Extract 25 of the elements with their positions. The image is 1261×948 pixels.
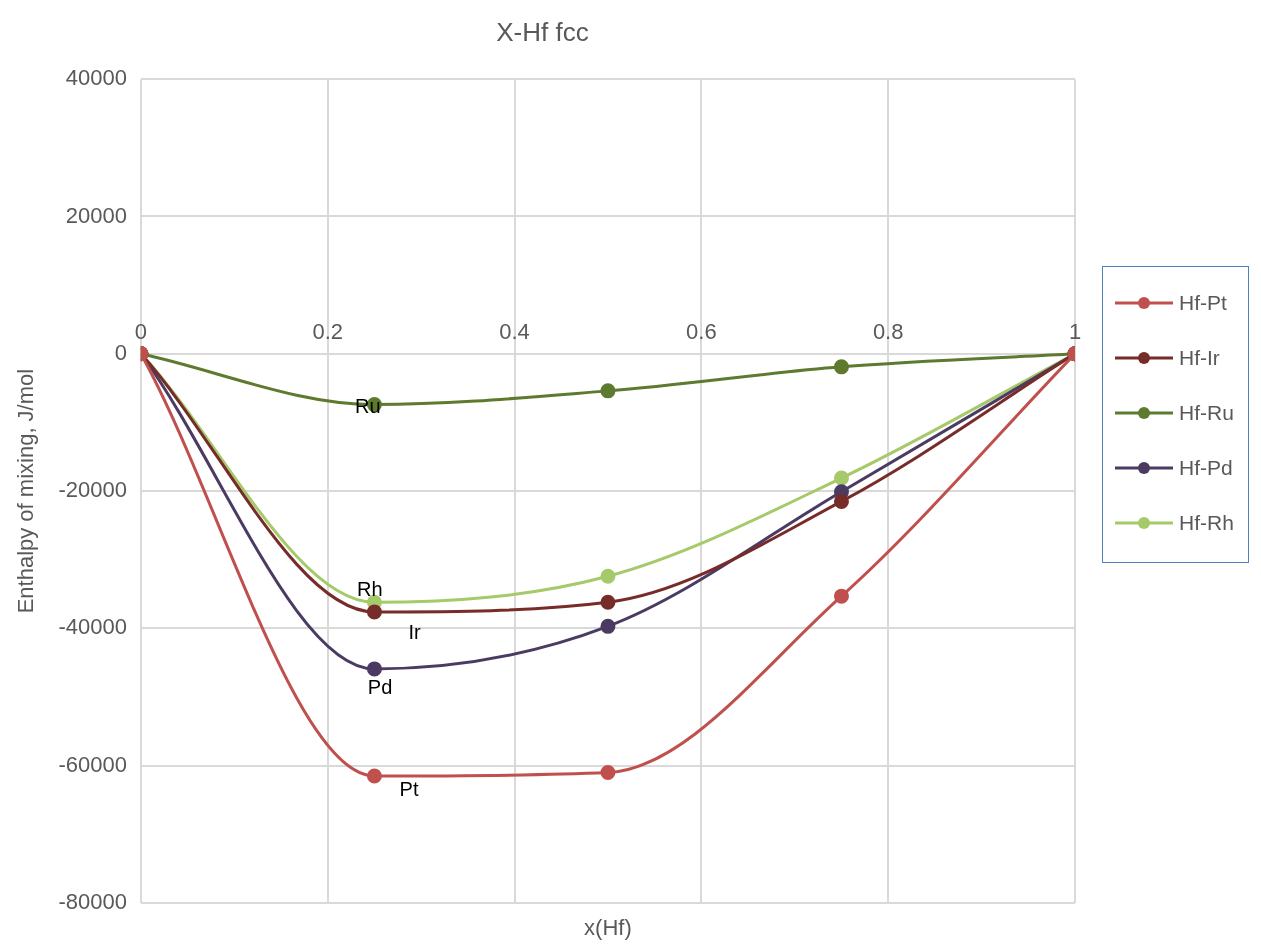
y-tick-label: 0	[114, 339, 127, 365]
y-tick-label: -80000	[58, 889, 127, 915]
annotation: Ir	[408, 621, 422, 644]
y-tick-label: 20000	[65, 202, 127, 228]
x-tick-label: 0.6	[686, 319, 717, 345]
y-tick-label: -40000	[58, 614, 127, 640]
x-tick-label: 0.4	[499, 319, 530, 345]
y-tick-label: 40000	[65, 65, 127, 91]
annotation: Rh	[356, 578, 383, 601]
y-axis-title: Enthalpy of mixing, J/mol	[13, 368, 39, 614]
legend-label: Hf-Ru	[1179, 401, 1234, 425]
x-tick-label: 1	[1068, 319, 1082, 345]
x-tick-label: 0.2	[312, 319, 344, 345]
annotation: Pt	[399, 778, 419, 801]
legend-label: Hf-Rh	[1179, 511, 1234, 535]
x-tick-label: 0.8	[872, 319, 904, 345]
legend-label: Hf-Pt	[1179, 291, 1227, 315]
x-axis-title: x(Hf)	[584, 915, 632, 941]
y-tick-label: -60000	[58, 751, 127, 777]
annotation: Pd	[367, 676, 393, 699]
chart-title: X-Hf fcc	[496, 16, 589, 47]
legend-label: Hf-Pd	[1179, 456, 1233, 480]
x-tick-label: 0	[134, 319, 148, 345]
y-tick-label: -20000	[58, 477, 127, 503]
legend-label: Hf-Ir	[1179, 346, 1220, 370]
